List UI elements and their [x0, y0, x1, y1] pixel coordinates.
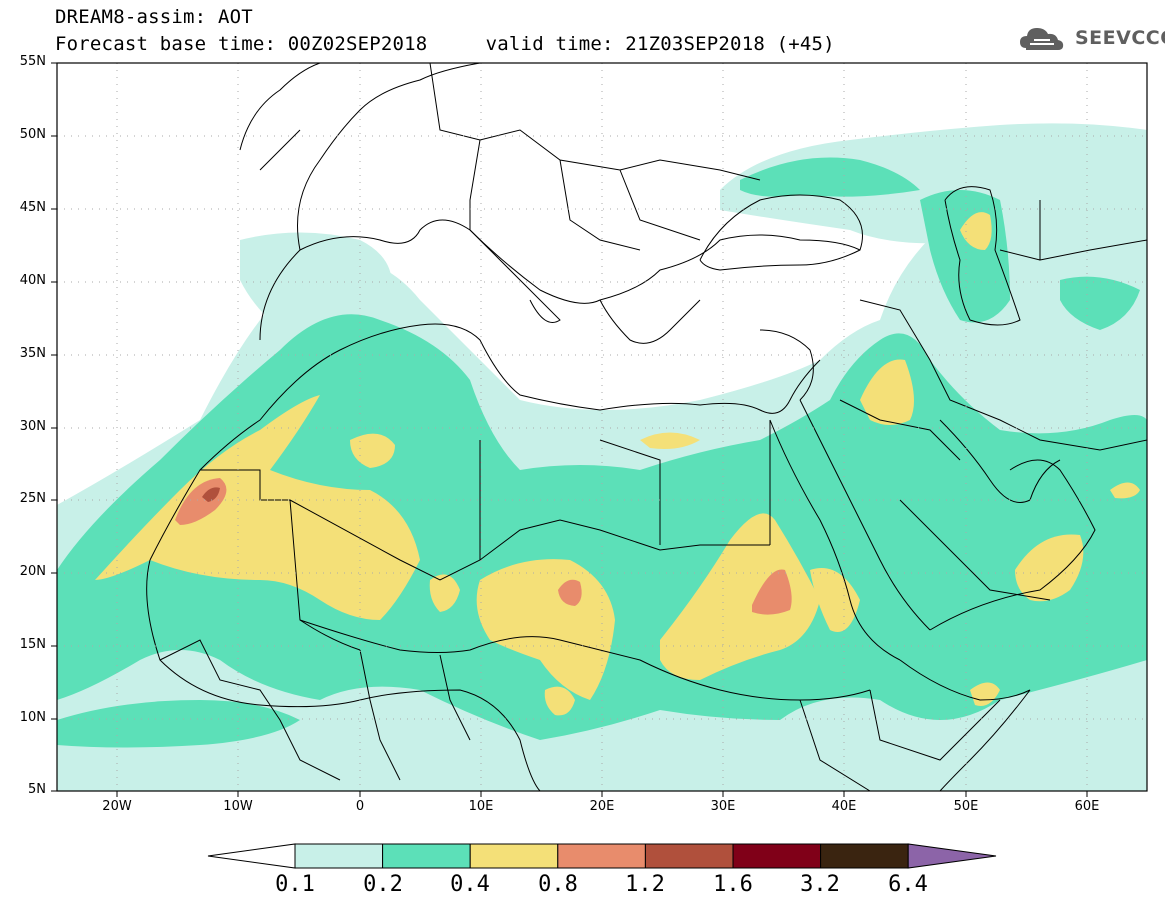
colorbar-label: 6.4 — [888, 872, 928, 897]
aot-contour-0-4-egypt — [640, 432, 700, 449]
aot-contour-0-4-oman — [1015, 534, 1084, 602]
coastline-red-sea-west — [769, 419, 901, 661]
lat-label: 35N — [19, 346, 46, 361]
map-title: DREAM8-assim: AOT — [55, 6, 253, 28]
logo-text: SEEVCCC — [1075, 27, 1165, 49]
cloud-logo-icon — [1020, 28, 1064, 50]
lat-label: 20N — [19, 564, 46, 579]
coastline-greece — [599, 299, 701, 344]
coastline-black-sea — [699, 194, 863, 271]
colorbar-label: 1.2 — [625, 872, 665, 897]
lon-label: 10E — [468, 799, 494, 814]
lat-label: 40N — [19, 273, 46, 288]
lat-label: 55N — [19, 54, 46, 69]
aot-contour-0-2-blacksea — [740, 157, 920, 197]
border-sahara-3 — [479, 420, 771, 560]
lat-label: 5N — [28, 782, 46, 797]
lon-label: 0 — [355, 799, 365, 814]
lat-label: 15N — [19, 637, 46, 652]
coastline-britain — [239, 63, 321, 171]
coastline-italy — [469, 229, 561, 323]
coastline-horn — [899, 659, 1031, 791]
aot-contour-0-1-iberia — [240, 232, 392, 340]
lat-label: 10N — [19, 710, 46, 725]
colorbar-label: 0.2 — [363, 872, 403, 897]
colorbar-label: 3.2 — [800, 872, 840, 897]
aot-contour-0-2-iran — [1060, 276, 1140, 330]
lat-label: 25N — [19, 491, 46, 506]
lat-label: 50N — [19, 127, 46, 142]
colorbar-label: 1.6 — [713, 872, 753, 897]
lat-label: 30N — [19, 419, 46, 434]
coastline-europe-south — [259, 219, 861, 341]
lon-label: 20W — [102, 799, 132, 814]
coastline-gulf — [939, 419, 1061, 503]
aot-contour-0-4-ethiopia — [810, 568, 860, 632]
lon-label: 10W — [223, 799, 253, 814]
aot-contour-0-4-uae — [1110, 482, 1140, 499]
colorbar-label: 0.8 — [538, 872, 578, 897]
border-arabia — [839, 399, 1051, 601]
aot-contour-0-2-west-africa — [57, 700, 300, 748]
aot-contour-0-4-cameroon — [544, 686, 575, 716]
border-west-africa — [159, 639, 471, 781]
lon-label: 30E — [710, 799, 736, 814]
coastline-caspian — [944, 186, 1021, 326]
aot-contour-0-4-somalia — [970, 682, 1000, 706]
aot-contour-0-4-iraq — [860, 359, 914, 425]
coastline-africa-north — [149, 323, 821, 561]
axis-ticks — [51, 62, 1088, 797]
coastline-red-sea-east — [799, 399, 931, 631]
aot-contour-0-4-libya — [350, 433, 395, 468]
border-europe — [429, 63, 761, 251]
lon-label: 40E — [831, 799, 857, 814]
aot-contour-1-2-mauritania — [202, 487, 220, 502]
colorbar-label: 0.4 — [450, 872, 490, 897]
border-east-africa — [799, 689, 1001, 791]
lon-label: 20E — [589, 799, 615, 814]
aot-contour-0-4-sudan — [660, 513, 820, 680]
aot-contour-0-4-niger — [429, 574, 460, 612]
lon-label: 50E — [953, 799, 979, 814]
coastlines-and-borders — [146, 63, 1147, 791]
graticule — [57, 63, 1147, 791]
border-iran — [859, 299, 1147, 451]
lon-label: 60E — [1074, 799, 1100, 814]
coastline-levant — [759, 329, 814, 401]
border-sahara-2 — [289, 499, 770, 581]
border-central-asia — [999, 200, 1147, 261]
coastline-europe-west — [297, 63, 481, 251]
lat-label: 45N — [19, 200, 46, 215]
map-subtitle: Forecast base time: 00Z02SEP2018 valid t… — [55, 33, 835, 55]
aot-contour-0-4-sahara-west — [95, 395, 420, 620]
aot-contour-0-4-caspian — [960, 212, 992, 250]
aot-contour-0-8-sudan — [752, 569, 792, 615]
border-sahel — [299, 619, 871, 701]
aot-contour-0-8-chad — [558, 579, 582, 606]
colorbar-label: 0.1 — [275, 872, 315, 897]
